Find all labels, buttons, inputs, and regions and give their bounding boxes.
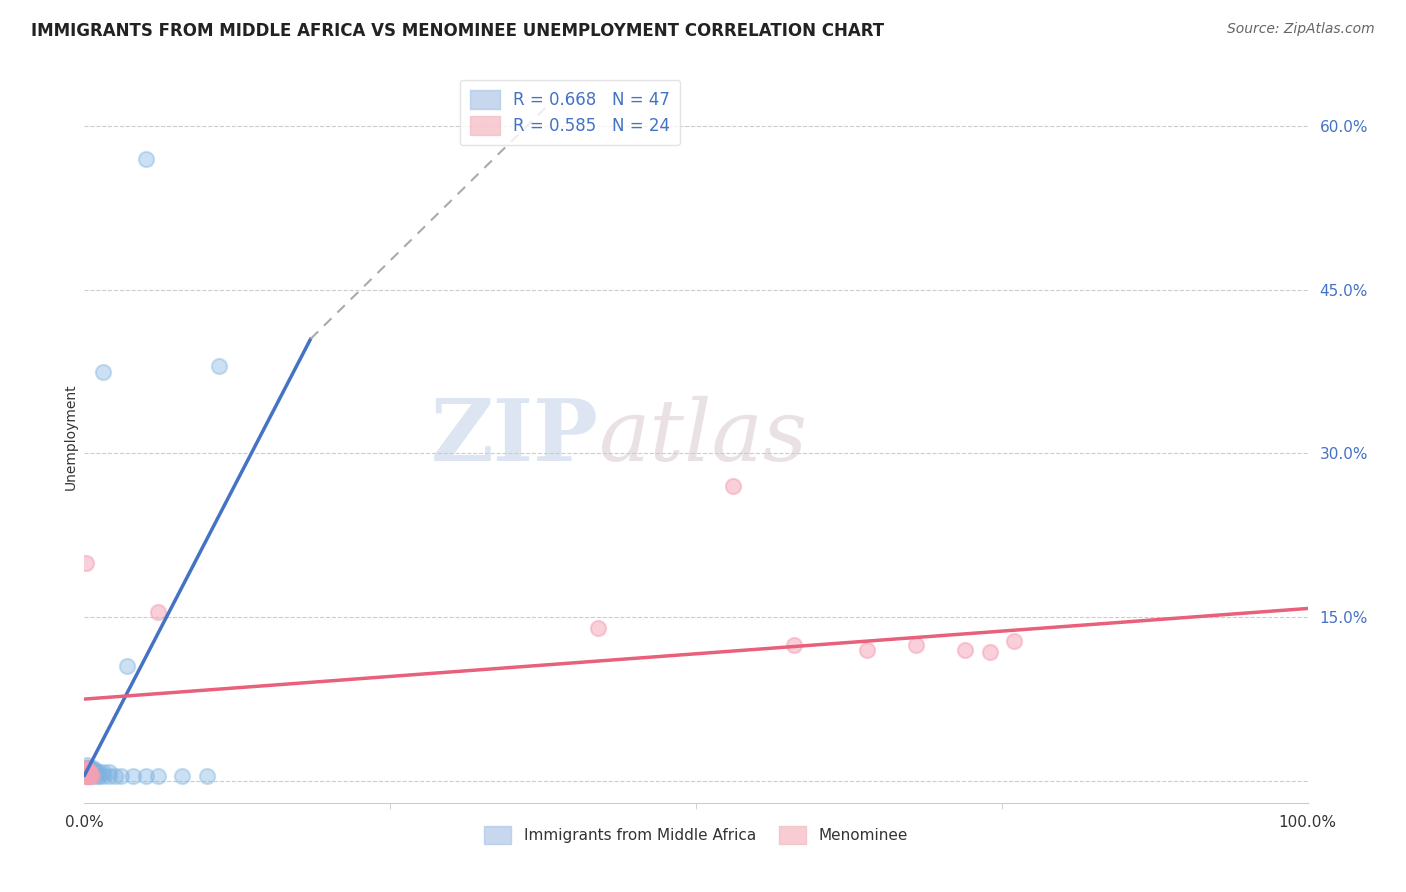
Point (97, 768, 120, 782)
Point (91, 365, 114, 379)
Point (75, 765, 97, 780)
Point (75, 763, 97, 777)
Point (75, 763, 97, 777)
Point (586, 621, 609, 635)
Point (115, 659, 138, 673)
Point (79, 763, 101, 777)
Point (76, 767, 98, 781)
Point (77, 768, 100, 782)
Text: ZIP: ZIP (430, 395, 598, 479)
Point (76, 763, 98, 777)
Point (75, 768, 97, 782)
Point (83, 765, 105, 780)
Point (721, 479, 744, 493)
Point (76, 763, 98, 777)
Point (82, 763, 104, 777)
Point (146, 605, 169, 619)
Point (75, 761, 97, 775)
Point (79, 768, 101, 782)
Point (110, 768, 132, 782)
Point (86, 768, 108, 782)
Point (979, 645, 1001, 659)
Point (75, 768, 97, 782)
Point (77, 768, 100, 782)
Point (76, 761, 98, 775)
Point (84, 765, 107, 780)
Point (80, 768, 103, 782)
Point (79, 765, 101, 780)
Text: IMMIGRANTS FROM MIDDLE AFRICA VS MENOMINEE UNEMPLOYMENT CORRELATION CHART: IMMIGRANTS FROM MIDDLE AFRICA VS MENOMIN… (31, 22, 884, 40)
Point (75, 556, 97, 570)
Point (80, 765, 103, 780)
Point (146, 768, 169, 782)
Point (77, 765, 100, 780)
Point (104, 768, 127, 782)
Point (195, 768, 218, 782)
Point (905, 638, 928, 652)
Point (91, 765, 114, 780)
Y-axis label: Unemployment: Unemployment (63, 384, 77, 491)
Point (122, 768, 145, 782)
Point (77, 767, 100, 781)
Point (87, 768, 110, 782)
Point (208, 359, 231, 373)
Point (77, 765, 100, 780)
Legend: Immigrants from Middle Africa, Menominee: Immigrants from Middle Africa, Menominee (478, 820, 914, 850)
Point (79, 767, 101, 781)
Point (79, 761, 101, 775)
Point (135, 768, 157, 782)
Point (1002, 634, 1025, 648)
Point (77, 765, 100, 780)
Point (953, 643, 976, 657)
Point (77, 763, 100, 777)
Point (82, 761, 104, 775)
Text: Source: ZipAtlas.com: Source: ZipAtlas.com (1227, 22, 1375, 37)
Point (77, 763, 100, 777)
Point (76, 768, 98, 782)
Point (76, 765, 98, 780)
Point (76, 765, 98, 780)
Point (83, 763, 105, 777)
Point (76, 757, 98, 772)
Point (97, 765, 120, 780)
Point (135, 152, 157, 166)
Point (77, 765, 100, 780)
Point (783, 638, 806, 652)
Point (91, 768, 114, 782)
Point (79, 765, 101, 780)
Point (75, 761, 97, 775)
Point (856, 643, 879, 657)
Point (80, 768, 103, 782)
Text: atlas: atlas (598, 396, 807, 478)
Point (83, 767, 105, 781)
Point (172, 768, 194, 782)
Point (77, 768, 100, 782)
Point (87, 765, 110, 780)
Point (86, 765, 108, 780)
Point (75, 765, 97, 780)
Point (77, 761, 100, 775)
